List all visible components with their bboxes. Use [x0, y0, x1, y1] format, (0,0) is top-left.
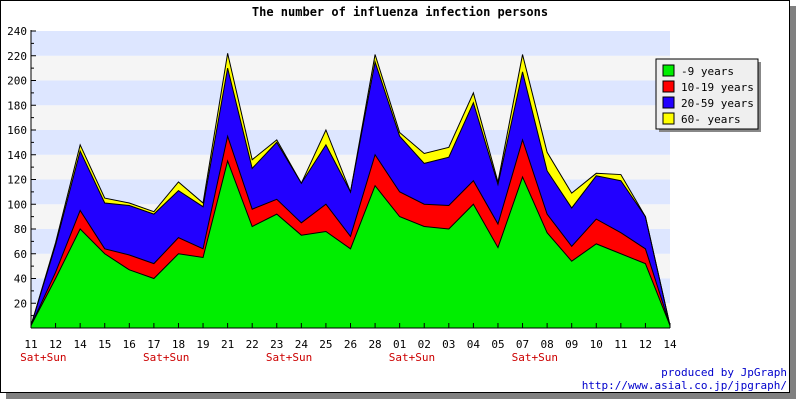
y-tick-label: 80	[14, 223, 27, 236]
area-outline-1	[30, 134, 671, 326]
x-tick-label: 18	[172, 338, 185, 351]
plot-band	[31, 80, 670, 106]
y-tick-label: 20	[14, 297, 27, 310]
x-tick-label: 10	[590, 338, 603, 351]
plot-band	[31, 154, 670, 180]
y-tick-label: 240	[7, 25, 27, 38]
y-tick-label: 140	[7, 149, 27, 162]
x-tick-label: 16	[123, 338, 136, 351]
weekend-label: Sat+Sun	[266, 351, 312, 364]
x-tick-label: 01	[393, 338, 406, 351]
x-tick-label: 19	[196, 338, 209, 351]
chart-title: The number of influenza infection person…	[252, 5, 548, 19]
x-tick-label: 02	[418, 338, 431, 351]
credit-url-link[interactable]: http://www.asial.co.jp/jpgraph/	[582, 379, 787, 392]
x-tick-label: 28	[368, 338, 381, 351]
y-tick-label: 120	[7, 174, 27, 187]
legend-entry-label: 20-59 years	[681, 97, 754, 110]
legend-entry-label: 10-19 years	[681, 81, 754, 94]
x-tick-label: 17	[147, 338, 160, 351]
area-outline-2	[30, 59, 671, 326]
x-tick-label: 12	[639, 338, 652, 351]
weekend-label: Sat+Sun	[389, 351, 435, 364]
x-tick-label: 24	[295, 338, 309, 351]
x-tick-label: 15	[98, 338, 111, 351]
y-tick-label: 180	[7, 99, 27, 112]
y-tick-label: 40	[14, 273, 27, 286]
y-tick-label: 60	[14, 248, 27, 261]
legend-swatch	[662, 96, 675, 109]
weekend-label: Sat+Sun	[143, 351, 189, 364]
x-tick-label: 09	[565, 338, 578, 351]
x-tick-label: 03	[442, 338, 455, 351]
x-tick-label: 26	[344, 338, 357, 351]
x-tick-label: 23	[270, 338, 283, 351]
plot-band	[31, 55, 670, 81]
plot-band	[31, 130, 670, 155]
y-tick-label: 220	[7, 50, 27, 63]
plot-band	[31, 105, 670, 130]
x-tick-label: 08	[540, 338, 553, 351]
frame-shadow-right	[790, 6, 796, 399]
legend-swatch	[662, 112, 675, 125]
x-tick-label: 07	[516, 338, 529, 351]
x-tick-label: 04	[467, 338, 481, 351]
x-tick-label: 11	[24, 338, 37, 351]
y-tick-label: 200	[7, 75, 27, 88]
weekend-label: Sat+Sun	[512, 351, 558, 364]
x-tick-label: 11	[614, 338, 627, 351]
x-tick-label: 25	[319, 338, 332, 351]
x-tick-label: 12	[49, 338, 62, 351]
y-tick-label: 100	[7, 198, 27, 211]
x-tick-label: 14	[74, 338, 88, 351]
stacked-areas	[30, 53, 671, 329]
legend-entry-label: 60- years	[681, 113, 741, 126]
weekend-label: Sat+Sun	[20, 351, 66, 364]
legend-swatch	[662, 80, 675, 93]
frame-shadow-bottom	[6, 393, 796, 399]
legend-entry-label: -9 years	[681, 65, 734, 78]
x-tick-label: 21	[221, 338, 234, 351]
y-tick-label: 160	[7, 124, 27, 137]
legend-swatch	[662, 64, 675, 77]
area-series-0	[31, 160, 670, 328]
x-tick-label: 05	[491, 338, 504, 351]
x-tick-label: 22	[246, 338, 259, 351]
x-tick-label: 14	[663, 338, 677, 351]
axes: 20 40 60 80 100 120 140 160 180 200 220 240 11 12 14 15…	[7, 25, 677, 364]
area-outline-0	[30, 159, 671, 326]
plot-band	[31, 31, 670, 56]
legend: -9 years 10-19 years 20-59 years 60- years	[655, 58, 761, 132]
credit-text: produced by JpGraph	[661, 366, 787, 379]
